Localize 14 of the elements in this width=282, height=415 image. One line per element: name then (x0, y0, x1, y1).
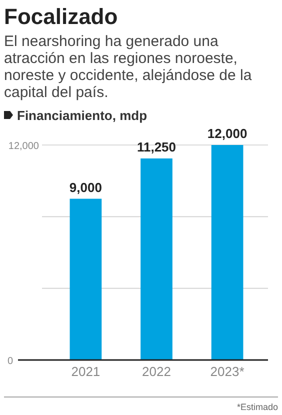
x-tick-label: 2022 (142, 364, 171, 379)
text: *Estimado (236, 402, 278, 412)
y-tick-label: 0 (7, 356, 14, 367)
data-label: 9,000 (69, 180, 102, 195)
chart-title: Focalizado (4, 4, 118, 29)
x-tick-label: 2023* (210, 364, 244, 379)
chart-subtitle: El nearshoring ha generado una atracción en las regiones noroeste, noreste y occidente, alejándose de la capital del país. (4, 33, 252, 101)
bar (70, 198, 102, 360)
bar (140, 158, 172, 360)
data-label: 12,000 (207, 126, 248, 141)
y-axis-title: Financiamiento, mdp (17, 108, 148, 123)
x-tick-label: 2021 (71, 364, 100, 379)
data-label: 11,250 (136, 139, 176, 154)
bar (211, 145, 244, 360)
